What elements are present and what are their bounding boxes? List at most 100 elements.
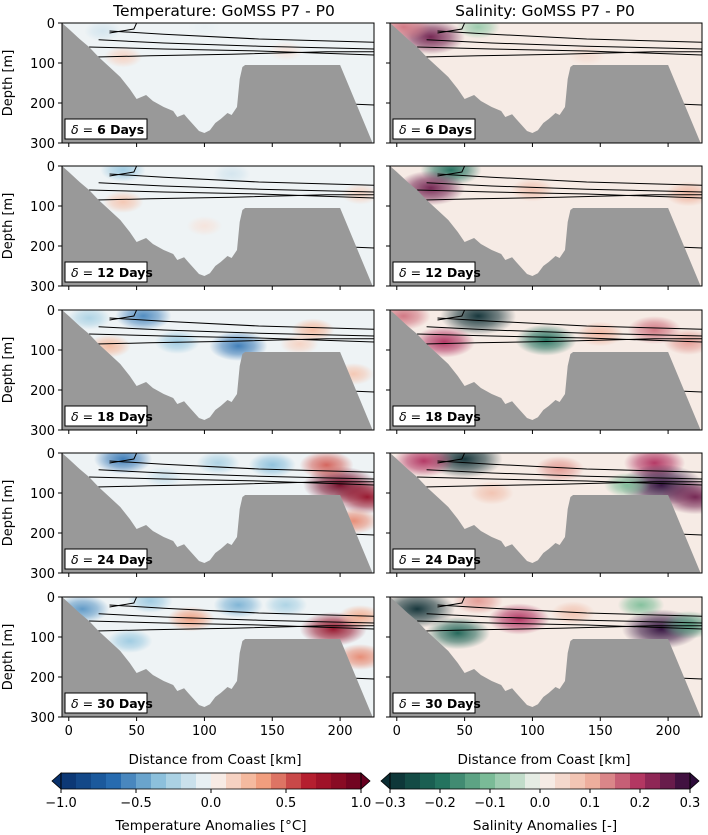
isopycnal-line — [437, 460, 702, 473]
anomaly-blob — [341, 183, 374, 205]
colorbar-tick-label: 0.0 — [201, 796, 222, 811]
isopycnal-line — [426, 39, 702, 50]
colorbar-tick-label: 0.5 — [276, 796, 297, 811]
anomaly-blob — [453, 597, 503, 614]
delta-label-box — [392, 405, 476, 427]
isopycnal-line — [423, 625, 702, 632]
delta-label: δ = 12 Days — [71, 265, 153, 280]
isopycnal-line — [437, 166, 466, 177]
colorbar-segment — [525, 773, 541, 789]
isopycnal-line — [437, 310, 466, 321]
isopycnal-line — [95, 625, 374, 632]
seafloor-bathymetry — [390, 453, 702, 573]
anomaly-blob — [280, 333, 319, 355]
isopycnal-line — [437, 23, 466, 34]
colorbar-segment — [660, 773, 676, 789]
delta-label-box — [64, 405, 148, 427]
x-tick-label: 50 — [128, 724, 145, 739]
anomaly-blob — [456, 23, 501, 39]
panels-layer: 0 100 200 300 Depth [m] δ = 6 Days 0 100 200 300 D… — [1, 17, 703, 739]
axes-frame — [61, 165, 375, 287]
anomaly-blob — [115, 310, 172, 331]
seafloor-bathymetry — [390, 23, 702, 143]
y-tick-label: 100 — [30, 200, 55, 215]
anomaly-blob — [665, 181, 702, 207]
colorbar-segment — [510, 773, 526, 789]
isopycnal-line — [109, 460, 374, 473]
isopycnal-line — [109, 310, 138, 321]
y-tick-label: 100 — [30, 57, 55, 72]
y-tick-label: 0 — [47, 160, 55, 175]
y-tick-label: 300 — [30, 711, 55, 726]
isopycnal-line — [98, 182, 374, 193]
isopycnal-line — [95, 338, 374, 345]
salinity-panel-title: Salinity: GoMSS P7 - P0 — [455, 2, 635, 20]
colorbar-segment — [675, 773, 691, 789]
x-tick-label: 150 — [260, 724, 285, 739]
isopycnal-line — [437, 173, 702, 186]
y-tick-label: 200 — [30, 671, 55, 686]
x-tick-label: 100 — [192, 724, 217, 739]
delta-label-box — [392, 692, 476, 714]
delta-label: δ = 6 Days — [399, 122, 472, 137]
delta-label-box — [64, 692, 148, 714]
colorbar-segment — [435, 773, 451, 789]
colorbar-segment — [256, 773, 272, 789]
delta-label-box — [392, 118, 476, 140]
colorbar-segment — [196, 773, 212, 789]
seafloor-bathymetry — [62, 310, 374, 430]
anomaly-blob — [213, 597, 264, 618]
y-tick-label: 300 — [30, 424, 55, 439]
colorbar-segment — [630, 773, 646, 789]
colorbar-segment — [600, 773, 616, 789]
x-tick-label: 200 — [328, 724, 353, 739]
axes-frame — [61, 452, 375, 574]
colorbar-segment — [645, 773, 661, 789]
colorbar-segment — [331, 773, 347, 789]
colorbar-tick-label: −0.5 — [120, 796, 152, 811]
seafloor-bathymetry — [390, 310, 702, 430]
y-axis-label: Depth [m] — [1, 624, 16, 691]
anomaly-blob — [661, 611, 702, 639]
colorbar-segment — [301, 773, 317, 789]
colorbar-segment — [106, 773, 122, 789]
isopycnal-line — [109, 173, 374, 186]
delta-label-box — [64, 118, 148, 140]
y-tick-label: 0 — [47, 17, 55, 32]
isopycnal-line — [109, 597, 138, 608]
colorbar-segment — [286, 773, 302, 789]
x-tick-label: 150 — [588, 724, 613, 739]
isopycnal-line — [98, 326, 374, 337]
colorbar-tick-label: 0.2 — [630, 796, 651, 811]
temperature-panel-title: Temperature: GoMSS P7 - P0 — [112, 2, 335, 20]
axes-frame — [389, 596, 703, 718]
anomaly-blob — [93, 453, 153, 474]
isopycnal-line — [109, 166, 138, 177]
y-tick-label: 200 — [30, 97, 55, 112]
colorbar-tick-label: 0.1 — [580, 796, 601, 811]
colorbar-tick-label: −1.0 — [45, 796, 77, 811]
panel-salinity-6 — [390, 23, 702, 143]
salinity-colorbar-label: Salinity Anomalies [-] — [473, 818, 617, 834]
colorbar-segment — [450, 773, 466, 789]
isopycnal-line — [89, 333, 374, 343]
colorbar-segment — [166, 773, 182, 789]
y-axis-label: Depth [m] — [1, 337, 16, 404]
colorbar-segment — [465, 773, 481, 789]
colorbar-segment — [316, 773, 332, 789]
isopycnal-line — [437, 30, 702, 43]
panel-salinity-24 — [390, 453, 702, 573]
colorbar-segment — [420, 773, 436, 789]
anomaly-blob — [144, 466, 184, 488]
anomaly-blob — [248, 453, 296, 478]
anomaly-blob — [299, 453, 354, 479]
anomaly-blob — [127, 597, 173, 613]
colorbar-segment — [61, 773, 77, 789]
isopycnal-line — [95, 51, 374, 58]
seafloor-bathymetry — [390, 166, 702, 286]
delta-label-box — [64, 261, 148, 283]
axes-frame — [61, 309, 375, 431]
x-tick-label: 0 — [65, 724, 73, 739]
anomaly-blob — [84, 23, 122, 42]
